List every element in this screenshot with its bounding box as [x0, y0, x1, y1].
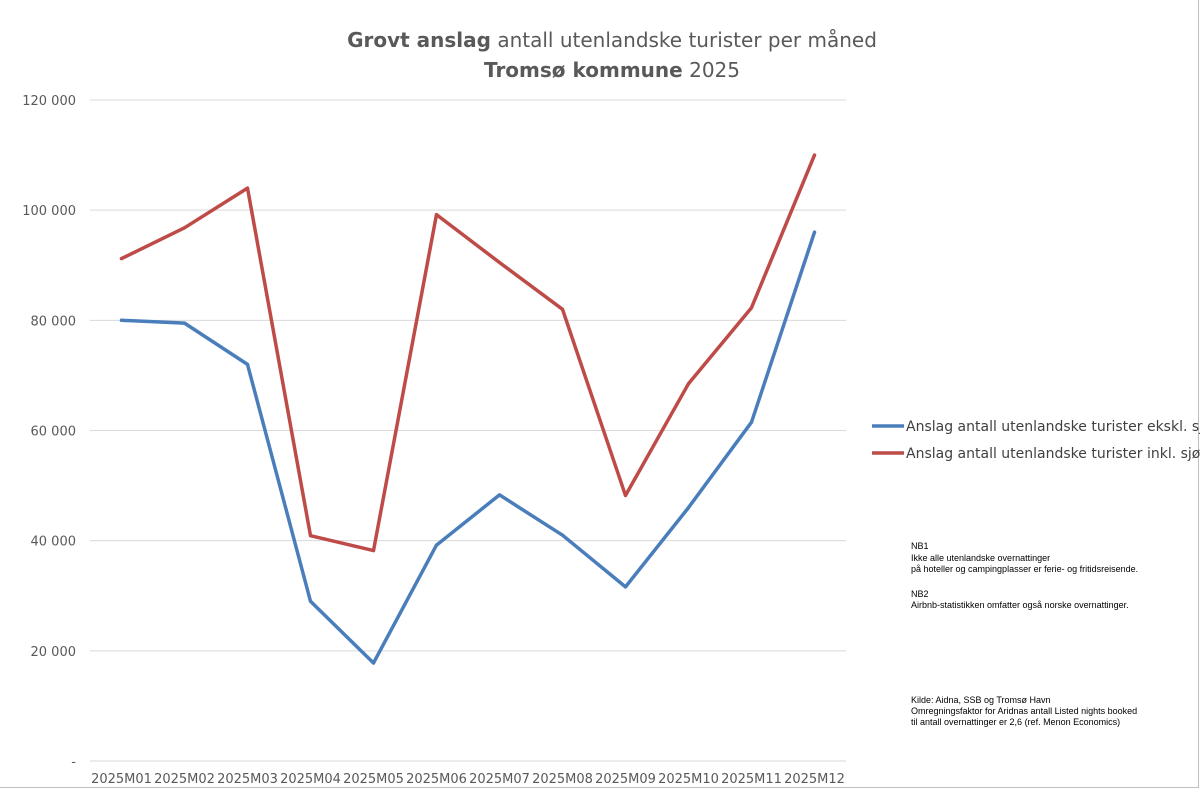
x-tick-label-3: 2025M04 — [280, 772, 341, 787]
series-lines — [119, 153, 817, 665]
series-1-point-7 — [497, 493, 502, 497]
series-2-point-10 — [686, 382, 691, 386]
x-tick-label-6: 2025M07 — [469, 772, 530, 787]
title-line2-bold: Tromsø kommune — [484, 58, 683, 82]
series-1-point-3 — [245, 362, 250, 366]
title-line2-rest: 2025 — [683, 58, 740, 82]
title-line1-rest: antall utenlandske turister per måned — [491, 28, 877, 52]
x-tick-label-11: 2025M12 — [784, 772, 845, 787]
note-nb1: NB1 Ikke alle utenlandske overnattinger … — [911, 541, 1138, 574]
x-tick-label-1: 2025M02 — [154, 772, 215, 787]
x-tick-label-8: 2025M09 — [595, 772, 656, 787]
series-2-point-1 — [119, 257, 124, 261]
y-tick-label-4: 80 000 — [31, 314, 77, 329]
series-1-point-10 — [686, 506, 691, 510]
series-2-point-5 — [371, 548, 376, 553]
series-1-point-6 — [434, 543, 439, 547]
note-nb2-line-1: NB2 — [911, 589, 929, 599]
note-nb1-line-2: Ikke alle utenlandske overnattinger — [911, 553, 1050, 563]
x-tick-label-9: 2025M10 — [658, 772, 719, 787]
series-2-point-9 — [623, 493, 628, 498]
note-source-line-3: til antall overnattinger er 2,6 (ref. Me… — [911, 717, 1120, 727]
note-nb2-line-2: Airbnb-statistikken omfatter også norske… — [911, 600, 1129, 610]
series-1-point-8 — [560, 533, 565, 537]
series-1-point-2 — [182, 321, 187, 325]
series-2-point-4 — [308, 534, 313, 538]
x-tick-label-2: 2025M03 — [217, 772, 278, 787]
series-2-point-2 — [182, 226, 187, 230]
series-line-1 — [119, 230, 817, 665]
note-nb1-line-1: NB1 — [911, 541, 929, 551]
title-line1-bold: Grovt anslag — [347, 28, 491, 52]
x-tick-label-4: 2025M05 — [343, 772, 404, 787]
series-1-point-9 — [623, 585, 628, 589]
x-tick-label-10: 2025M11 — [721, 772, 782, 787]
series-1-point-12 — [812, 230, 817, 234]
x-tick-label-0: 2025M01 — [91, 772, 152, 787]
y-tick-label-2: 40 000 — [31, 535, 77, 550]
y-tick-label-1: 20 000 — [31, 645, 77, 660]
y-tick-label-0: - — [71, 755, 76, 770]
series-2-point-7 — [497, 260, 502, 265]
series-1-point-4 — [308, 599, 313, 603]
series-2-point-11 — [749, 306, 754, 310]
series-1-point-11 — [749, 420, 754, 424]
legend: Anslag antall utenlandske turister ekskl… — [872, 419, 1200, 462]
gridlines — [90, 99, 846, 762]
series-1-point-5 — [371, 661, 376, 665]
y-tick-label-3: 60 000 — [31, 425, 77, 440]
x-axis-ticks: 2025M01 2025M02 2025M03 2025M04 2025M05 2025M… — [91, 772, 845, 787]
note-nb1-line-3: på hoteller og campingplasser er ferie- … — [911, 564, 1138, 574]
note-source: Kilde: Aidna, SSB og Tromsø Havn Omregni… — [911, 695, 1137, 727]
series-line-2 — [119, 153, 817, 553]
series-2-point-12 — [812, 153, 817, 157]
y-tick-label-6: 120 000 — [22, 94, 76, 109]
chart-title-line1: Grovt anslag antall utenlandske turister… — [347, 28, 877, 52]
y-axis-ticks: - 20 000 40 000 60 000 80 000 100 000 120 000 — [22, 94, 76, 770]
x-tick-label-5: 2025M06 — [406, 772, 467, 787]
note-source-line-2: Omregningsfaktor for Aridnas antall List… — [911, 706, 1137, 716]
chart-title-line2: Tromsø kommune 2025 — [484, 58, 740, 82]
y-tick-label-5: 100 000 — [22, 204, 76, 219]
series-2-point-8 — [560, 307, 565, 311]
note-nb2: NB2 Airbnb-statistikken omfatter også no… — [911, 589, 1129, 610]
legend-label-series-2: Anslag antall utenlandske turister inkl.… — [906, 446, 1200, 462]
series-2-point-3 — [245, 186, 250, 190]
series-1-point-1 — [119, 318, 124, 322]
x-tick-label-7: 2025M08 — [532, 772, 593, 787]
note-source-line-1: Kilde: Aidna, SSB og Tromsø Havn — [911, 695, 1051, 705]
legend-label-series-1: Anslag antall utenlandske turister ekskl… — [906, 419, 1200, 435]
series-2-point-6 — [434, 212, 439, 217]
